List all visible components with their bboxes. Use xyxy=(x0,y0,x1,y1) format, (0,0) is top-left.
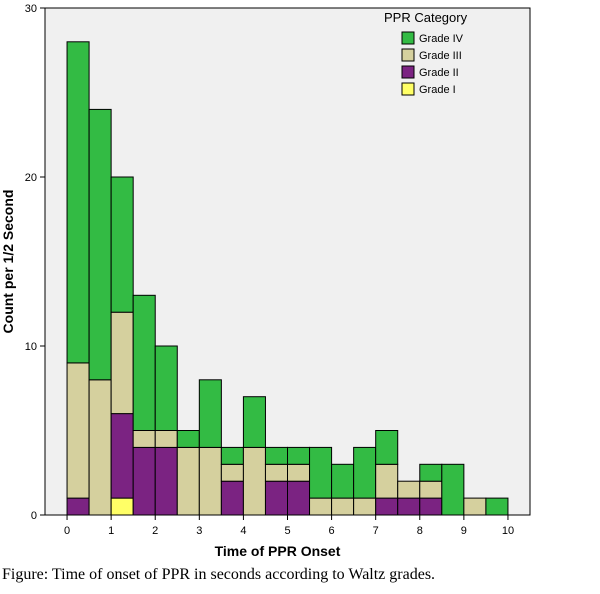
bar-grade-iv xyxy=(419,463,443,482)
bar-grade-iv xyxy=(264,446,289,465)
bar-grade-iv xyxy=(375,430,399,465)
legend-title: PPR Category xyxy=(384,10,468,25)
bar-grade-iv xyxy=(485,497,509,516)
bar-grade-ii xyxy=(397,497,421,516)
bar-grade-iv xyxy=(331,463,355,499)
bar-grade-iv xyxy=(220,446,244,465)
bar-grade-iii xyxy=(331,497,355,516)
bar-grade-ii xyxy=(375,497,399,516)
bar-grade-iv xyxy=(154,345,178,431)
bar-grade-ii xyxy=(154,446,178,516)
bar-grade-iii xyxy=(397,480,421,499)
y-tick-label: 20 xyxy=(25,172,37,184)
axes-layer: 0 1 2 3 4 5 6 7 8 9 10 0 10 20 30 xyxy=(25,3,530,537)
bar-grade-iii xyxy=(132,430,156,448)
bar-grade-ii xyxy=(132,446,156,516)
bar-grade-iii xyxy=(242,446,266,516)
legend-swatch-grade-iv xyxy=(401,31,415,45)
bar-grade-iii xyxy=(154,430,178,448)
x-tick-label: 7 xyxy=(373,525,379,537)
bars-layer xyxy=(66,41,509,516)
y-axis-title: Count per 1/2 Second xyxy=(0,190,16,334)
y-tick-label: 0 xyxy=(31,510,37,522)
bar-grade-iii xyxy=(264,463,289,482)
bar-grade-iv xyxy=(353,446,377,499)
x-tick-label: 0 xyxy=(64,525,70,537)
bar-grade-iv xyxy=(66,41,90,364)
bar-grade-iv xyxy=(88,108,112,381)
legend-swatch-grade-i xyxy=(401,82,415,96)
x-tick-label: 4 xyxy=(240,525,246,537)
bar-grade-i xyxy=(110,497,134,516)
bar-grade-ii xyxy=(287,480,311,516)
bar-grade-iii xyxy=(176,446,200,516)
legend-label-grade-i: Grade I xyxy=(419,84,456,96)
x-tick-label: 9 xyxy=(461,525,467,537)
bar-grade-iv xyxy=(110,176,134,313)
y-tick-label: 10 xyxy=(25,341,37,353)
x-tick-label: 5 xyxy=(284,525,290,537)
y-tick-label: 30 xyxy=(25,3,37,15)
x-tick-label: 1 xyxy=(108,525,114,537)
bar-grade-iii xyxy=(309,497,333,516)
bar-grade-iii xyxy=(375,463,399,499)
bar-grade-iv xyxy=(198,379,222,448)
bar-grade-iii xyxy=(198,446,222,516)
bar-grade-iii xyxy=(419,480,443,499)
x-tick-label: 8 xyxy=(417,525,423,537)
x-tick-label: 10 xyxy=(502,525,514,537)
bar-grade-ii xyxy=(110,413,134,499)
bar-grade-ii xyxy=(66,497,90,516)
x-axis-title: Time of PPR Onset xyxy=(215,543,341,559)
bar-grade-iii xyxy=(353,497,377,516)
legend-label-grade-iii: Grade III xyxy=(419,50,462,62)
legend-swatch-grade-iii xyxy=(401,48,415,62)
bar-grade-iv xyxy=(309,446,333,499)
bar-grade-ii xyxy=(419,497,443,516)
bar-grade-ii xyxy=(220,480,244,516)
bar-grade-iv xyxy=(441,463,465,516)
bar-grade-iii xyxy=(88,379,112,516)
bar-grade-iii xyxy=(463,497,487,516)
bar-grade-ii xyxy=(264,480,289,516)
legend: PPR Category Grade IV Grade III Grade II Gr… xyxy=(384,10,468,96)
legend-swatch-grade-ii xyxy=(401,65,415,79)
x-tick-label: 6 xyxy=(329,525,335,537)
legend-label-grade-iv: Grade IV xyxy=(419,33,464,45)
bar-grade-iii xyxy=(66,362,90,499)
x-tick-label: 2 xyxy=(152,525,158,537)
histogram-chart: 0 1 2 3 4 5 6 7 8 9 10 0 10 20 30 Time of PPR Onset Co… xyxy=(0,3,531,559)
bar-grade-iv xyxy=(242,396,266,448)
x-tick-label: 3 xyxy=(196,525,202,537)
figure-caption: Figure: Time of onset of PPR in seconds … xyxy=(2,566,436,583)
legend-label-grade-ii: Grade II xyxy=(419,67,459,79)
bar-grade-iv xyxy=(176,430,200,448)
bar-grade-iv xyxy=(132,294,156,431)
bar-grade-iv xyxy=(287,446,311,465)
bar-grade-iii xyxy=(220,463,244,482)
bar-grade-iii xyxy=(110,311,134,415)
bar-grade-iii xyxy=(287,463,311,482)
